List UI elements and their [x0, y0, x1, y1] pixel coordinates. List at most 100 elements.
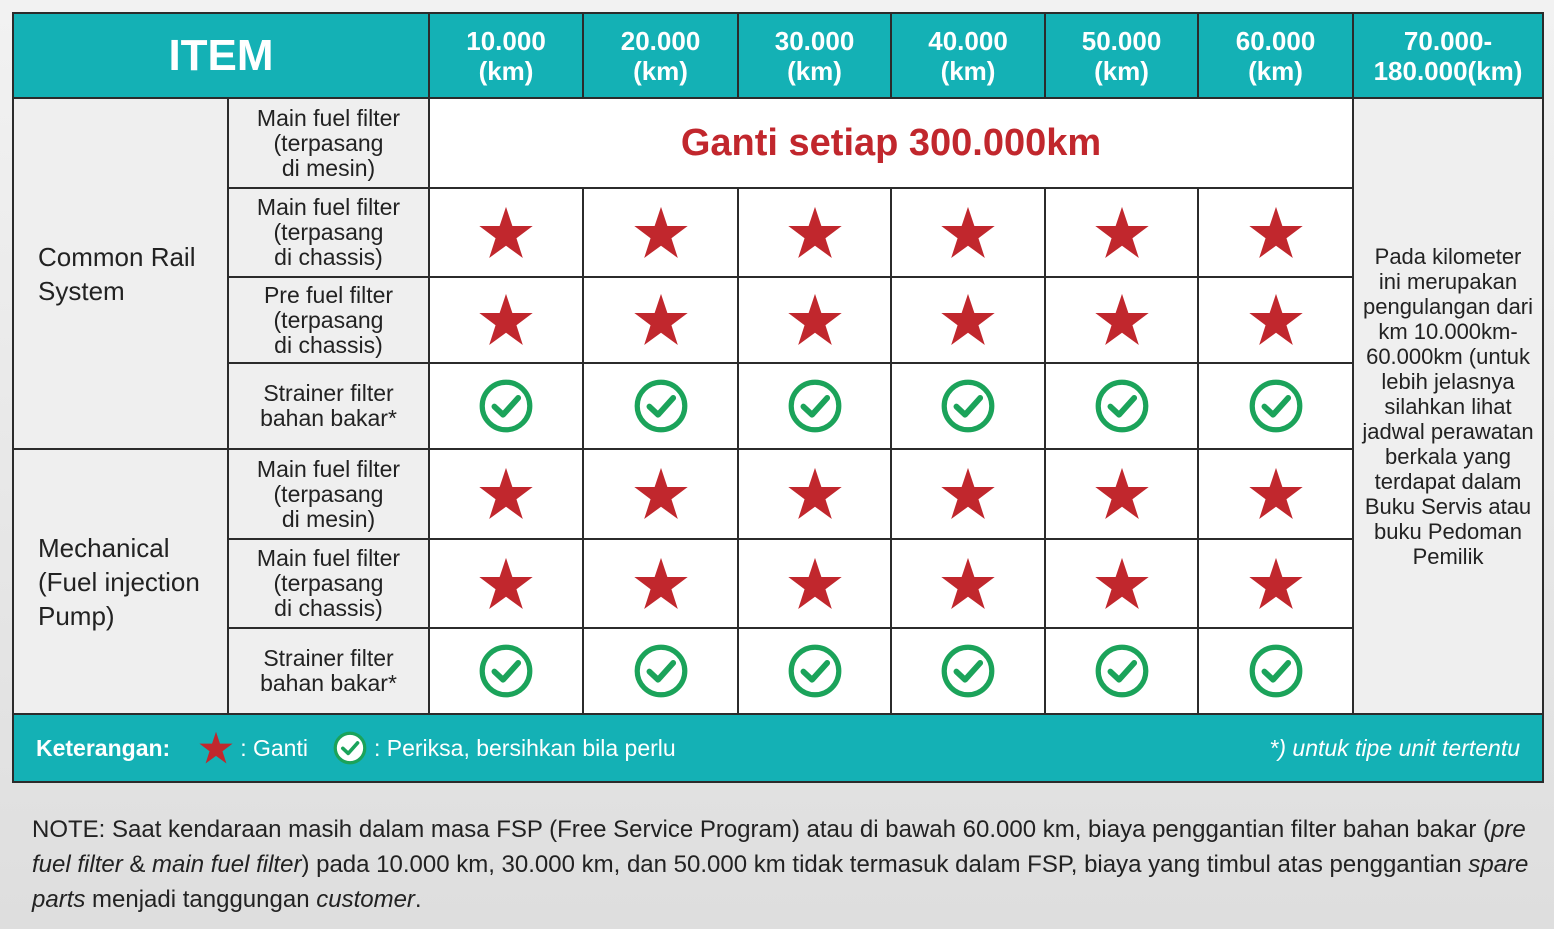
star-icon [632, 291, 690, 349]
maintenance-table: ITEM 10.000 (km) 20.000 (km) 30.000 (km) 40… [11, 12, 1545, 783]
star-icon [477, 291, 535, 349]
star-icon [939, 291, 997, 349]
star-cell [582, 538, 740, 629]
note-text: . [414, 886, 422, 913]
star-icon [1247, 204, 1305, 262]
check-icon [477, 377, 535, 435]
check-cell [1197, 362, 1355, 450]
check-cell [582, 627, 740, 715]
star-cell [1044, 187, 1200, 278]
star-cell [428, 187, 585, 278]
star-cell [1197, 187, 1355, 278]
km-value: 10.000 [466, 25, 546, 56]
note: NOTE: Saat kendaraan masih dalam masa FS… [32, 812, 1532, 917]
group-label: Common Rail System [12, 97, 229, 450]
star-cell [890, 538, 1047, 629]
row: Common Rail System Main fuel filter (ter… [12, 97, 1545, 715]
star-cell [428, 448, 585, 540]
note-text: NOTE: Saat kendaraan masih dalam masa FS… [32, 816, 1491, 843]
item-label: Main fuel filter (terpasang di chassis) [226, 187, 431, 278]
star-cell [1197, 538, 1355, 629]
star-icon [939, 465, 997, 523]
item-label: Main fuel filter (terpasang di mesin) [226, 97, 431, 189]
item-label: Pre fuel filter (terpasang di chassis) [226, 276, 431, 364]
item-header: ITEM [11, 12, 431, 99]
km-unit: (km) [633, 55, 688, 86]
replace-interval: Ganti setiap 300.000km [428, 97, 1355, 189]
check-icon [1247, 642, 1305, 700]
check-cell [428, 362, 585, 450]
star-cell [428, 538, 585, 629]
km-value: 20.000 [620, 25, 701, 56]
star-cell [428, 276, 585, 364]
check-icon [1093, 377, 1151, 435]
row: Main fuel filter (terpasang di chassis) [13, 538, 1543, 629]
star-icon [1247, 555, 1305, 613]
km-unit: (km) [478, 55, 534, 86]
check-icon [477, 642, 535, 700]
star-icon [1247, 291, 1305, 349]
star-icon [477, 555, 535, 613]
star-icon [477, 204, 535, 262]
repeat-note: Pada kilometer ini merupakan pengulangan… [1352, 97, 1545, 715]
note-text: & [122, 851, 153, 878]
star-cell [1044, 538, 1200, 629]
km-value: 60.000 [1235, 25, 1316, 56]
star-icon [632, 465, 690, 523]
check-icon [939, 642, 997, 700]
km-header: 60.000 (km) [1197, 12, 1355, 99]
star-cell [1197, 448, 1355, 540]
legend: Keterangan: : Ganti : Periksa, bersihkan… [11, 713, 1545, 783]
star-icon [1093, 204, 1151, 262]
check-cell [1044, 362, 1200, 450]
star-cell [737, 448, 893, 540]
star-icon [1093, 555, 1151, 613]
check-cell [890, 362, 1047, 450]
check-cell [890, 627, 1047, 715]
row: Pre fuel filter (terpasang di chassis) [13, 276, 1543, 364]
km-header: 30.000 (km) [737, 12, 893, 99]
note-italic: pre fuel filter [32, 816, 1526, 878]
legend-content: Keterangan: : Ganti : Periksa, bersihkan… [36, 715, 1520, 781]
item-label: Main fuel filter (terpasang di mesin) [226, 448, 431, 540]
check-icon [632, 377, 690, 435]
note-text: ) pada 10.000 km, 30.000 km, dan 50.000 … [301, 851, 1469, 878]
star-cell [737, 187, 893, 278]
row: Strainer filter bahan bakar* [13, 362, 1543, 450]
star-icon [786, 204, 844, 262]
star-cell [582, 276, 740, 364]
star-cell [1044, 276, 1200, 364]
km-value: 30.000 [774, 25, 855, 56]
header-row: ITEM 10.000 (km) 20.000 (km) 30.000 (km) 40… [11, 12, 1545, 99]
km-header: 50.000 (km) [1044, 12, 1200, 99]
star-cell [890, 448, 1047, 540]
star-cell [890, 187, 1047, 278]
star-icon [477, 465, 535, 523]
star-icon [939, 555, 997, 613]
star-icon [1247, 465, 1305, 523]
note-italic: main fuel filter [152, 851, 302, 878]
km-value: 40.000 [928, 25, 1008, 56]
star-cell [1197, 276, 1355, 364]
km-header: 70.000- 180.000(km) [1352, 12, 1545, 99]
legend-row: Keterangan: : Ganti : Periksa, bersihkan… [11, 713, 1545, 783]
star-icon [1093, 465, 1151, 523]
legend-footnote: *) untuk tipe unit tertentu [1269, 734, 1521, 761]
star-cell [737, 538, 893, 629]
km-value: 70.000- [1403, 25, 1493, 56]
check-icon [332, 730, 368, 766]
star-icon [1093, 291, 1151, 349]
star-icon [632, 204, 690, 262]
star-icon [198, 730, 234, 766]
note-italic: spare parts [32, 851, 1529, 913]
check-cell [582, 362, 740, 450]
km-unit: (km) [1248, 55, 1303, 86]
check-icon [1247, 377, 1305, 435]
km-value: 50.000 [1081, 25, 1162, 56]
legend-replace: : Ganti [240, 734, 308, 761]
star-icon [786, 555, 844, 613]
km-unit: (km) [787, 55, 842, 86]
row: Main fuel filter (terpasang di chassis) [13, 187, 1543, 278]
row: Strainer filter bahan bakar* [13, 627, 1543, 715]
note-italic: customer [316, 886, 415, 913]
